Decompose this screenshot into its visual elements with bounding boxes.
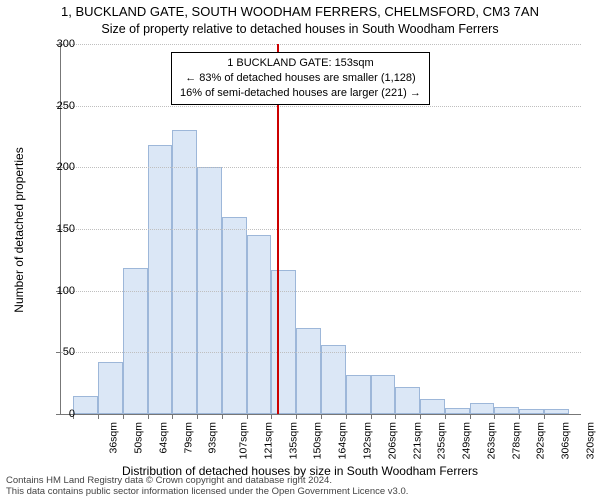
x-tick-label: 164sqm xyxy=(337,422,349,459)
x-tick-label: 93sqm xyxy=(207,422,219,454)
histogram-bar xyxy=(470,403,495,414)
x-tick-label: 64sqm xyxy=(157,422,169,454)
x-tick-label: 50sqm xyxy=(133,422,145,454)
histogram-bar xyxy=(98,362,123,414)
y-tick-label: 300 xyxy=(35,38,75,50)
x-tick-label: 320sqm xyxy=(584,422,596,459)
x-tick xyxy=(222,414,223,419)
histogram-bar xyxy=(321,345,346,414)
x-tick-label: 278sqm xyxy=(510,422,522,459)
x-tick-label: 235sqm xyxy=(436,422,448,459)
x-tick xyxy=(172,414,173,419)
histogram-bar xyxy=(222,217,247,414)
grid-line xyxy=(61,291,581,292)
histogram-bar xyxy=(371,375,396,414)
x-tick-label: 221sqm xyxy=(411,422,423,459)
annotation-line1: 1 BUCKLAND GATE: 153sqm xyxy=(180,56,421,71)
footer-line2: This data contains public sector informa… xyxy=(6,487,408,498)
x-tick-label: 192sqm xyxy=(361,422,373,459)
x-tick xyxy=(470,414,471,419)
x-tick-label: 306sqm xyxy=(559,422,571,459)
histogram-bar xyxy=(148,145,173,414)
x-tick-label: 249sqm xyxy=(460,422,472,459)
chart-title-sub: Size of property relative to detached ho… xyxy=(0,22,600,36)
histogram-bar xyxy=(73,396,98,415)
x-tick-label: 292sqm xyxy=(535,422,547,459)
y-tick-label: 0 xyxy=(35,408,75,420)
histogram-bar xyxy=(346,375,371,414)
histogram-bar xyxy=(519,409,544,414)
grid-line xyxy=(61,229,581,230)
chart-container: 1, BUCKLAND GATE, SOUTH WOODHAM FERRERS,… xyxy=(0,0,600,500)
annotation-line3: 16% of semi-detached houses are larger (… xyxy=(180,86,421,101)
grid-line xyxy=(61,44,581,45)
histogram-bar xyxy=(172,130,197,414)
x-tick-label: 36sqm xyxy=(108,422,120,454)
y-tick-label: 150 xyxy=(35,223,75,235)
chart-title-main: 1, BUCKLAND GATE, SOUTH WOODHAM FERRERS,… xyxy=(0,4,600,19)
histogram-bar xyxy=(247,235,272,414)
footer-attribution: Contains HM Land Registry data © Crown c… xyxy=(6,476,408,498)
x-tick xyxy=(420,414,421,419)
x-tick xyxy=(247,414,248,419)
x-tick-label: 107sqm xyxy=(238,422,250,459)
x-tick xyxy=(148,414,149,419)
x-tick xyxy=(123,414,124,419)
x-tick-label: 135sqm xyxy=(287,422,299,459)
histogram-bar xyxy=(544,409,569,414)
grid-line xyxy=(61,167,581,168)
plot-area: 1 BUCKLAND GATE: 153sqm ← 83% of detache… xyxy=(60,44,581,415)
y-tick-label: 250 xyxy=(35,100,75,112)
x-tick xyxy=(371,414,372,419)
histogram-bar xyxy=(395,387,420,414)
x-tick xyxy=(346,414,347,419)
x-tick xyxy=(544,414,545,419)
histogram-bar xyxy=(494,407,519,414)
histogram-bar xyxy=(420,399,445,414)
x-tick xyxy=(98,414,99,419)
y-tick-label: 50 xyxy=(35,346,75,358)
x-tick xyxy=(197,414,198,419)
histogram-bar xyxy=(445,408,470,414)
x-tick-label: 150sqm xyxy=(312,422,324,459)
y-tick-label: 100 xyxy=(35,285,75,297)
y-tick-label: 200 xyxy=(35,161,75,173)
grid-line xyxy=(61,106,581,107)
x-tick xyxy=(271,414,272,419)
grid-line xyxy=(61,352,581,353)
x-tick xyxy=(321,414,322,419)
x-tick-label: 121sqm xyxy=(262,422,274,459)
y-axis-label: Number of detached properties xyxy=(12,147,26,312)
annotation-box: 1 BUCKLAND GATE: 153sqm ← 83% of detache… xyxy=(171,52,430,105)
x-tick-label: 79sqm xyxy=(182,422,194,454)
x-tick xyxy=(519,414,520,419)
annotation-line2: ← 83% of detached houses are smaller (1,… xyxy=(180,71,421,86)
x-tick xyxy=(296,414,297,419)
x-tick-label: 263sqm xyxy=(485,422,497,459)
x-tick xyxy=(395,414,396,419)
x-tick xyxy=(494,414,495,419)
x-tick-label: 206sqm xyxy=(386,422,398,459)
histogram-bar xyxy=(296,328,321,414)
x-tick xyxy=(445,414,446,419)
